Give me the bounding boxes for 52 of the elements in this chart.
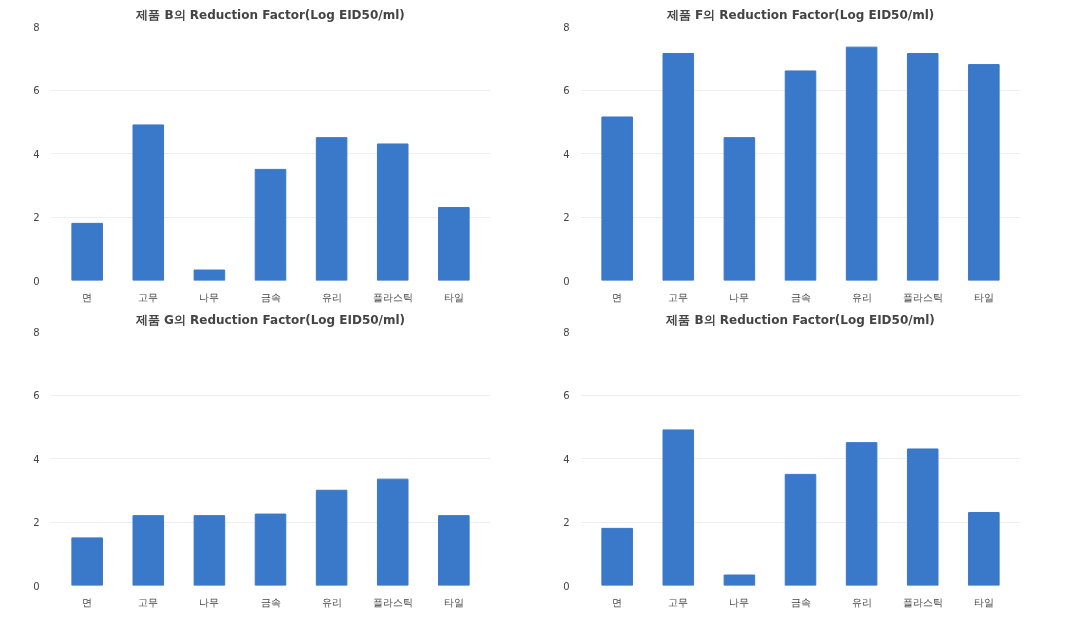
y-tick-label: 4 xyxy=(563,148,570,160)
x-tick-label: 고무 xyxy=(138,596,159,608)
chart-title: 제품 B의 Reduction Factor(Log EID50/ml) xyxy=(665,312,935,327)
x-tick-label: 나무 xyxy=(729,596,750,608)
x-tick-label: 나무 xyxy=(199,291,220,303)
y-tick-label: 2 xyxy=(563,517,570,528)
y-tick-label: 8 xyxy=(33,326,40,338)
x-tick-label: 나무 xyxy=(199,596,220,608)
x-tick-label: 타일 xyxy=(973,596,994,608)
x-tick-label: 유리 xyxy=(851,596,872,608)
x-tick-label: 금속 xyxy=(790,291,811,303)
x-tick-label: 유리 xyxy=(851,291,872,303)
x-tick-label: 면 xyxy=(612,596,623,608)
y-tick-label: 4 xyxy=(33,148,40,160)
y-tick-label: 6 xyxy=(33,85,40,96)
chart-title: 제품 F의 Reduction Factor(Log EID50/ml) xyxy=(665,7,935,22)
y-tick-label: 8 xyxy=(563,21,570,33)
y-tick-label: 0 xyxy=(563,275,570,287)
y-tick-label: 6 xyxy=(563,85,570,96)
y-tick-label: 4 xyxy=(33,453,40,465)
x-tick-label: 면 xyxy=(612,291,623,303)
x-tick-label: 금속 xyxy=(790,596,811,608)
x-tick-label: 고무 xyxy=(668,596,689,608)
y-tick-label: 2 xyxy=(33,212,40,223)
y-tick-label: 4 xyxy=(563,453,570,465)
x-tick-label: 고무 xyxy=(668,291,689,303)
x-tick-label: 유리 xyxy=(321,596,342,608)
x-tick-label: 플라스틱 xyxy=(372,291,413,303)
y-tick-label: 0 xyxy=(563,580,570,592)
x-tick-label: 플라스틱 xyxy=(902,291,943,303)
chart-title: 제품 B의 Reduction Factor(Log EID50/ml) xyxy=(135,7,405,22)
y-tick-label: 0 xyxy=(33,580,40,592)
x-tick-label: 타일 xyxy=(443,291,464,303)
x-tick-label: 고무 xyxy=(138,291,159,303)
x-tick-label: 플라스틱 xyxy=(372,596,413,608)
x-tick-label: 금속 xyxy=(260,291,281,303)
y-tick-label: 8 xyxy=(563,326,570,338)
x-tick-label: 나무 xyxy=(729,291,750,303)
y-tick-label: 6 xyxy=(33,390,40,401)
y-tick-label: 8 xyxy=(33,21,40,33)
y-tick-label: 2 xyxy=(33,517,40,528)
x-tick-label: 면 xyxy=(82,596,93,608)
x-tick-label: 면 xyxy=(82,291,93,303)
y-tick-label: 0 xyxy=(33,275,40,287)
x-tick-label: 타일 xyxy=(443,596,464,608)
y-tick-label: 6 xyxy=(563,390,570,401)
x-tick-label: 유리 xyxy=(321,291,342,303)
y-tick-label: 2 xyxy=(563,212,570,223)
x-tick-label: 플라스틱 xyxy=(902,596,943,608)
chart-title: 제품 G의 Reduction Factor(Log EID50/ml) xyxy=(134,312,406,327)
x-tick-label: 타일 xyxy=(973,291,994,303)
x-tick-label: 금속 xyxy=(260,596,281,608)
